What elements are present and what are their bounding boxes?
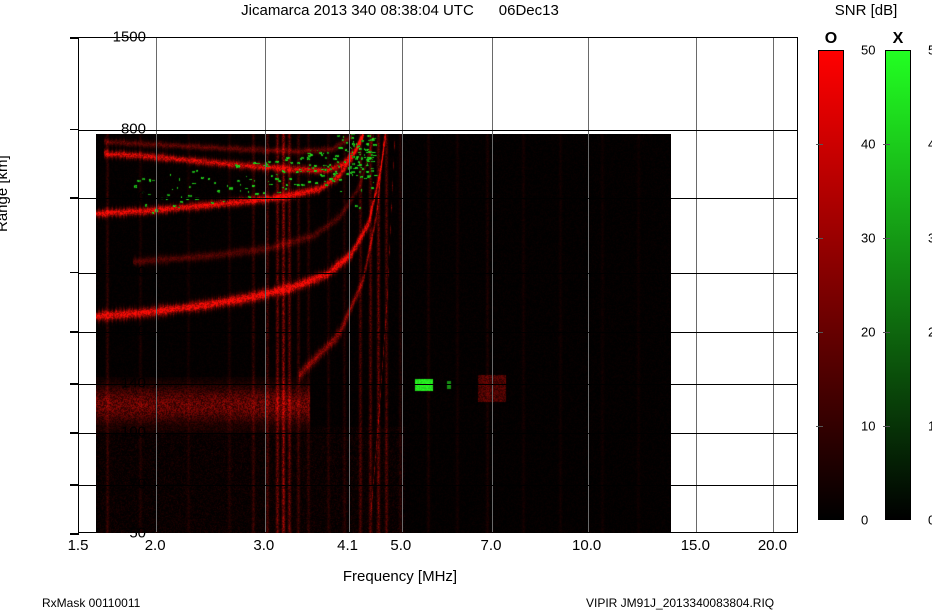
y-tick-mark [70,128,79,131]
y-tick-label: 100 [120,423,146,441]
colorbar-tick-label: 40 [928,136,932,152]
x-tick-label: 4.1 [337,537,359,554]
y-tick-label: 800 [120,120,146,138]
colorbar-tick [816,238,823,239]
colorbar-tick-label: 10 [928,418,932,434]
colorbar-tick-label: 20 [861,324,876,340]
x-tick-label: 7.0 [480,537,502,554]
y-tick-mark [70,37,79,39]
y-tick-mark [70,484,79,486]
y-tick-mark [70,383,79,385]
source-file-label: VIPIR JM91J_2013340083804.RIQ [586,596,775,610]
colorbar-tick [883,426,890,427]
x-tick-label: 3.0 [253,537,275,554]
rxmask-status: RxMask 00110011 [42,596,141,610]
colorbar-tick-label: 40 [861,136,876,152]
colorbar-tick [816,144,823,145]
x-tick-label: 10.0 [572,537,602,554]
y-tick-mark [70,197,79,199]
colorbar-x-mode[interactable] [885,50,911,520]
x-tick-label: 2.0 [144,537,166,554]
colorbar-tick [883,332,890,333]
gridline-horizontal [79,129,797,131]
y-tick-label: 200 [120,322,146,340]
y-tick-label: 1500 [112,28,146,46]
colorbar-tick-label: 50 [928,42,932,58]
colorbar-o-letter: O [824,30,838,47]
colorbar-tick [883,144,890,145]
colorbar-x-letter: X [892,30,904,47]
y-axis-title: Range [km] [0,155,11,232]
y-tick-mark [70,271,79,274]
y-tick-label: 50 [129,524,146,542]
colorbar-tick-label: 20 [928,324,932,340]
plot-area[interactable] [70,37,798,535]
x-tick-label: 1.5 [67,537,89,554]
colorbar-tick-label: 0 [861,512,869,528]
ionogram-raster[interactable] [96,134,671,533]
y-tick-mark [70,331,79,333]
gridline-vertical [696,38,698,532]
colorbar-tick [816,332,823,333]
colorbar-o-mode[interactable] [818,50,844,520]
y-tick-label: 300 [120,263,146,281]
x-axis-title: Frequency [MHz] [342,568,458,585]
y-tick-label: 500 [120,188,146,206]
x-tick-label: 15.0 [680,537,710,554]
colorbar-tick-label: 30 [861,230,876,246]
colorbar-tick [883,238,890,239]
colorbar-tick-label: 0 [928,512,932,528]
colorbar-tick-label: 10 [861,418,876,434]
colorbar-title: SNR [dB] [834,2,898,19]
colorbar-tick-label: 50 [861,42,876,58]
x-tick-label: 5.0 [390,537,412,554]
gridline-vertical [773,38,775,532]
y-tick-label: 70 [129,475,146,493]
page-title: Jicamarca 2013 340 08:38:04 UTC 06Dec13 [241,2,559,19]
ionogram-canvas[interactable] [96,134,671,533]
x-tick-label: 20.0 [757,537,788,554]
colorbar-tick-label: 30 [928,230,932,246]
y-tick-label: 140 [120,374,146,392]
y-tick-mark [70,533,79,535]
colorbar-tick [816,426,823,427]
y-tick-mark [70,432,79,434]
